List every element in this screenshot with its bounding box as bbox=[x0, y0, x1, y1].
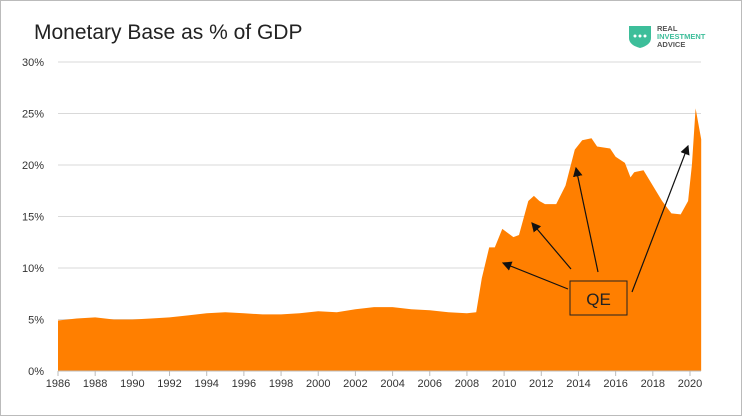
x-tick-label: 1986 bbox=[46, 378, 70, 390]
x-tick-label: 1990 bbox=[120, 378, 144, 390]
qe-box bbox=[569, 280, 628, 316]
svg-text:INVESTMENT: INVESTMENT bbox=[657, 32, 706, 41]
x-tick-label: 2000 bbox=[306, 378, 330, 390]
arrow bbox=[531, 222, 572, 270]
x-tick-label: 2014 bbox=[566, 378, 590, 390]
svg-text:REAL: REAL bbox=[657, 24, 678, 33]
arrow bbox=[501, 261, 569, 290]
logo: REAL INVESTMENT ADVICE bbox=[627, 23, 722, 54]
chart-title: Monetary Base as % of GDP bbox=[34, 21, 303, 44]
y-tick-label: 15% bbox=[22, 212, 44, 224]
y-tick-label: 30% bbox=[22, 57, 44, 69]
svg-text:ADVICE: ADVICE bbox=[657, 40, 685, 49]
qe-annotation: QE bbox=[501, 144, 690, 316]
qe-label: QE bbox=[586, 290, 611, 309]
x-tick-label: 2004 bbox=[380, 378, 404, 390]
x-tick-label: 2006 bbox=[418, 378, 442, 390]
y-tick-label: 5% bbox=[28, 315, 44, 327]
x-tick-label: 1994 bbox=[194, 378, 218, 390]
x-tick-label: 2012 bbox=[529, 378, 553, 390]
monetary-base-area bbox=[58, 108, 702, 372]
x-tick-label: 1992 bbox=[157, 378, 181, 390]
x-tick-label: 1988 bbox=[83, 378, 107, 390]
x-tick-label: 2018 bbox=[641, 378, 665, 390]
x-tick-label: 1996 bbox=[232, 378, 256, 390]
y-tick-label: 10% bbox=[22, 263, 44, 275]
x-tick-label: 2002 bbox=[343, 378, 367, 390]
x-tick-label: 2020 bbox=[678, 378, 702, 390]
x-tick-label: 2016 bbox=[603, 378, 627, 390]
arrow bbox=[631, 144, 690, 293]
arrow bbox=[573, 166, 599, 273]
x-tick-label: 2008 bbox=[455, 378, 479, 390]
y-tick-label: 20% bbox=[22, 160, 44, 172]
y-tick-label: 0% bbox=[28, 366, 44, 378]
x-tick-label: 1998 bbox=[269, 378, 293, 390]
x-tick-label: 2010 bbox=[492, 378, 516, 390]
y-tick-label: 25% bbox=[22, 109, 44, 121]
